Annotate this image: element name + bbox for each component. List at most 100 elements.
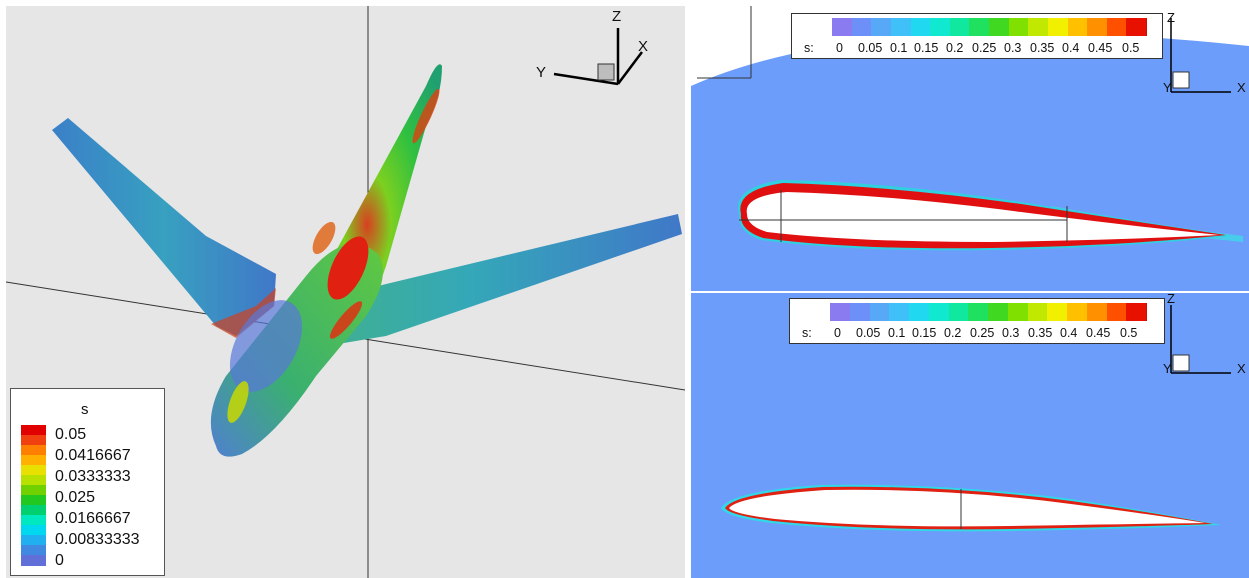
legend-swatch — [21, 475, 46, 486]
colorbar-cell — [949, 18, 971, 36]
colorbar-cell — [1007, 303, 1029, 321]
colorbar-cell — [928, 303, 950, 321]
right-wing — [326, 214, 682, 346]
colorbar-label: 0.4 — [1060, 326, 1078, 340]
colorbar-cell — [1106, 303, 1128, 321]
colorbar-cell — [851, 18, 873, 36]
colorbar-label: 0 — [836, 41, 843, 55]
colorbar-label: 0.5 — [1120, 326, 1138, 340]
axis-triad-left — [553, 28, 643, 86]
colorbar-label: 0.1 — [890, 41, 908, 55]
colorbar-cells — [830, 303, 1147, 321]
legend-swatch — [21, 445, 46, 456]
axis-label-z: Z — [1167, 10, 1175, 25]
legend-swatch — [21, 525, 46, 536]
colorbar-cell — [849, 303, 871, 321]
colorbar-cell — [909, 303, 930, 321]
colorbar-label: 0.35 — [1028, 326, 1053, 340]
colorbar-cell — [830, 303, 851, 321]
legend-swatch — [21, 435, 46, 446]
colorbar-label: 0.3 — [1002, 326, 1020, 340]
colorbar-cell — [1008, 18, 1030, 36]
colorbar-label: 0.2 — [946, 41, 964, 55]
colorbar: s: 0 0.05 0.1 0.15 0.2 0.25 0.3 0.35 0.4… — [789, 298, 1165, 344]
colorbar-label: 0.15 — [914, 41, 939, 55]
legend-swatch — [21, 555, 46, 566]
legend-label: 0 — [55, 552, 64, 569]
axis-triad-bottom — [1170, 305, 1231, 374]
axis-triad-top — [1170, 18, 1231, 93]
colorbar-label: 0.45 — [1086, 326, 1111, 340]
airfoil-bottom — [729, 489, 1205, 527]
colorbar-cell — [969, 18, 990, 36]
axis-label-z: Z — [612, 8, 622, 25]
legend-swatch — [21, 485, 46, 496]
colorbar-cells — [832, 18, 1147, 36]
colorbar-label: 0.25 — [970, 326, 995, 340]
legend-swatch — [21, 425, 46, 436]
colorbar-cell — [930, 18, 951, 36]
legend-swatch — [21, 535, 46, 546]
colorbar-prefix: s: — [802, 326, 812, 340]
legend-swatch — [21, 505, 46, 516]
colorbar-cell — [1047, 303, 1068, 321]
colorbar-cell — [948, 303, 970, 321]
legend-label: 0.025 — [55, 489, 96, 506]
colorbar-cell — [869, 303, 891, 321]
colorbar-label: 0.05 — [858, 41, 883, 55]
colorbar-label: 0.3 — [1004, 41, 1022, 55]
axis-label-z: Z — [1167, 293, 1175, 306]
airfoil-slice-top: Z Y X s: 0 0.05 0.1 0.15 0.2 0.25 0.3 0.… — [691, 6, 1249, 291]
field-region — [691, 32, 1249, 291]
hotspot-upper — [327, 236, 369, 300]
axis-label-y: Y — [1163, 80, 1172, 95]
legend-swatch — [21, 545, 46, 556]
axis-label-y: Y — [536, 64, 547, 81]
legend-label: 0.0166667 — [55, 510, 131, 527]
colorbar-cell — [832, 18, 853, 36]
axis-label-x: X — [1237, 361, 1246, 376]
axis-label-y: Y — [1163, 361, 1172, 376]
colorbar-cell — [1067, 18, 1089, 36]
colorbar-cell — [910, 18, 932, 36]
colorbar-cell — [1087, 18, 1108, 36]
colorbar-cell — [988, 303, 1009, 321]
colorbar-label: 0.05 — [856, 326, 881, 340]
colorbar-label: 0.2 — [944, 326, 962, 340]
contour-legend: s 0.05 0.0416667 0.0333333 0.025 0.01666… — [10, 388, 165, 576]
legend-label: 0.0333333 — [55, 468, 131, 485]
airfoil-slice-bottom: Z Y X s: 0 0.05 0.1 0.15 0.2 0.25 0.3 0.… — [691, 293, 1249, 578]
colorbar-cell — [1126, 18, 1147, 36]
legend-swatch — [21, 495, 46, 506]
airfoil-bottom-svg — [721, 305, 1231, 532]
colorbar-label: 0.25 — [972, 41, 997, 55]
legend-swatch — [21, 515, 46, 526]
colorbar-cell — [989, 18, 1010, 36]
legend-label: 0.00833333 — [55, 531, 140, 548]
colorbar-cell — [889, 303, 910, 321]
aircraft-3d-view: Z Y X s 0.05 0.0416667 0.0333333 0.025 0… — [6, 6, 685, 578]
colorbar-cell — [1027, 303, 1049, 321]
aircraft-svg — [6, 6, 685, 578]
axis-label-x: X — [638, 38, 649, 55]
colorbar-cell — [1126, 303, 1147, 321]
legend-label: 0.05 — [55, 426, 87, 443]
airfoil-top — [746, 192, 1219, 242]
legend-swatch — [21, 465, 46, 476]
colorbar-label: 0.35 — [1030, 41, 1055, 55]
legend-label: 0.0416667 — [55, 447, 131, 464]
colorbar-label: 0.45 — [1088, 41, 1113, 55]
colorbar-label: 0.5 — [1122, 41, 1140, 55]
colorbar-label: 0.15 — [912, 326, 937, 340]
legend-swatch — [21, 455, 46, 466]
airfoil-top-svg — [691, 6, 1249, 291]
colorbar-cell — [871, 18, 892, 36]
colorbar-cell — [890, 18, 912, 36]
colorbar-cell — [1067, 303, 1088, 321]
colorbar-cell — [1106, 18, 1128, 36]
colorbar-cell — [1086, 303, 1108, 321]
colorbar-cell — [1047, 18, 1069, 36]
colorbar-label: 0.1 — [888, 326, 906, 340]
colorbar-label: 0.4 — [1062, 41, 1080, 55]
left-wing — [52, 118, 276, 336]
